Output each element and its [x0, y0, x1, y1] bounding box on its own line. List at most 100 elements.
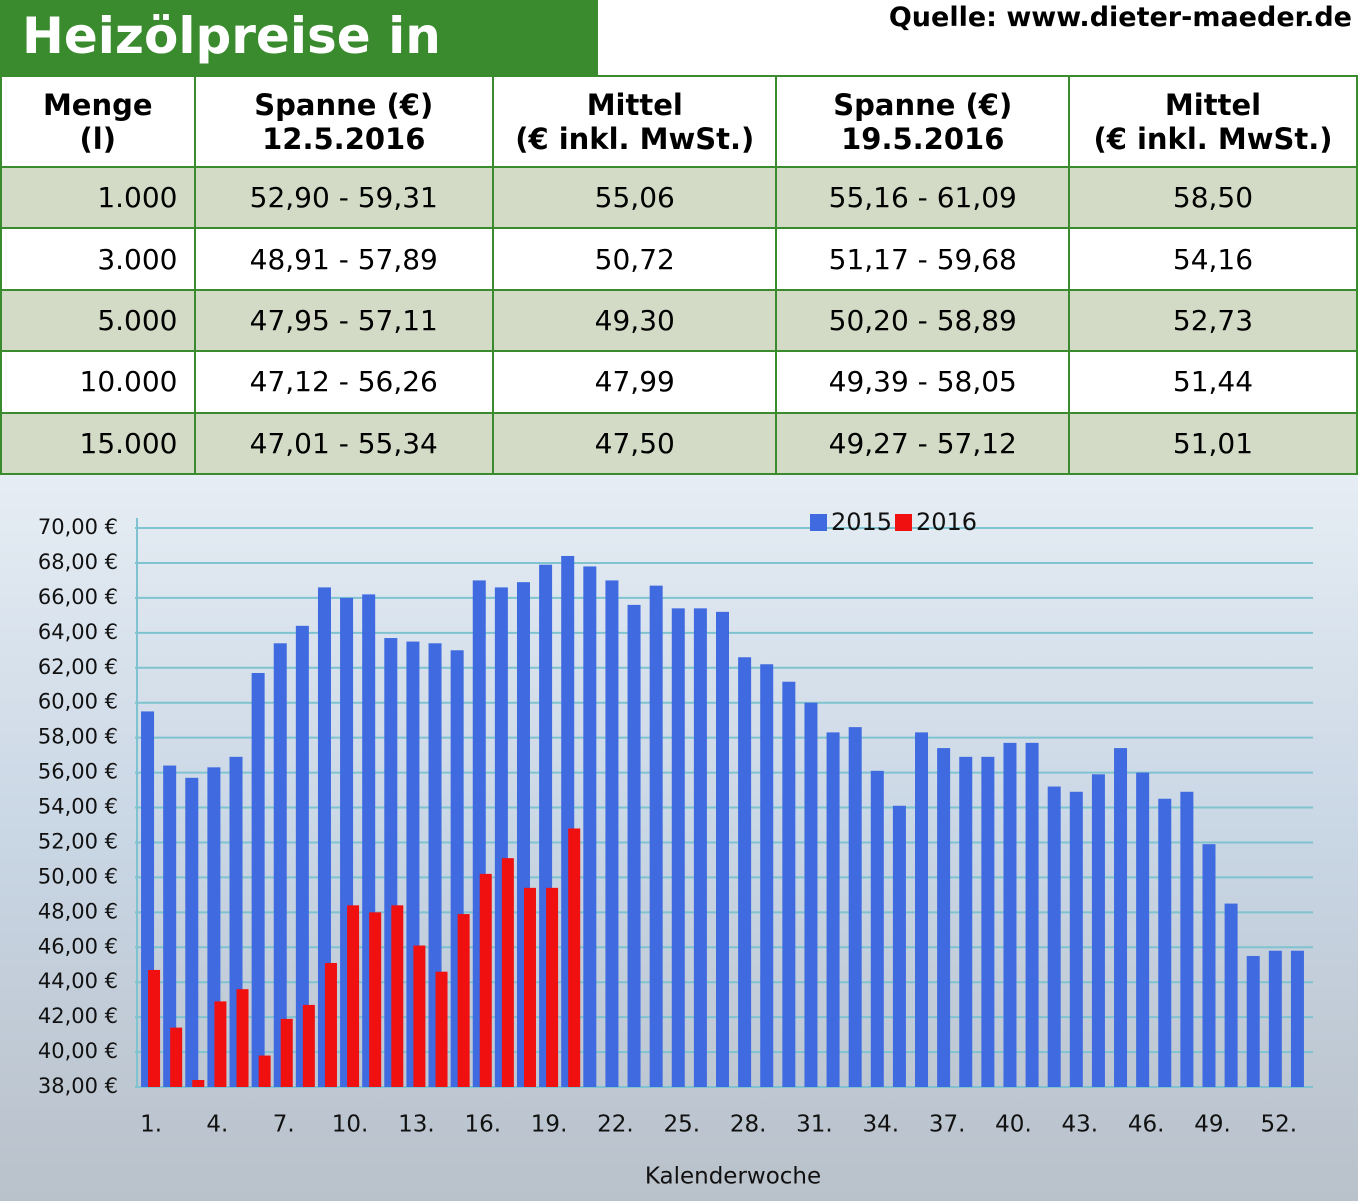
header-cell: Spanne (€) 19.5.2016 — [775, 75, 1070, 168]
bar — [457, 914, 470, 1087]
bar — [848, 727, 862, 1087]
x-tick-label: 37. — [929, 1112, 966, 1138]
x-tick-label: 43. — [1062, 1112, 1099, 1138]
bar — [369, 912, 382, 1087]
header-text: Mittel — [1164, 87, 1262, 122]
legend-label: 2016 — [916, 508, 977, 536]
bar — [1202, 844, 1216, 1087]
table-row: 3.000 48,91 - 57,89 50,72 51,17 - 59,68 54,1… — [0, 227, 1358, 291]
bar — [192, 1080, 205, 1087]
y-tick-label: 46,00 € — [38, 934, 118, 958]
bar — [1246, 955, 1260, 1087]
table-cell: 15.000 — [0, 411, 196, 476]
y-tick-label: 38,00 € — [38, 1074, 118, 1098]
bar — [273, 643, 287, 1087]
bar — [501, 858, 514, 1087]
bar — [627, 604, 641, 1087]
bar — [1091, 774, 1105, 1087]
header-cell: Menge (l) — [0, 75, 196, 168]
bar — [148, 969, 161, 1087]
bar — [324, 962, 337, 1087]
bar — [649, 585, 663, 1087]
bar — [1025, 742, 1039, 1087]
bar — [738, 657, 752, 1087]
x-tick-label: 25. — [663, 1112, 700, 1138]
bar — [1003, 742, 1017, 1087]
bar — [583, 566, 597, 1087]
bar — [693, 608, 707, 1087]
x-tick-label: 40. — [995, 1112, 1032, 1138]
y-tick-label: 64,00 € — [38, 620, 118, 644]
x-tick-label: 4. — [206, 1112, 228, 1138]
y-tick-label: 40,00 € — [38, 1039, 118, 1063]
table-cell: 55,06 — [492, 165, 778, 230]
header-text: (l) — [79, 121, 116, 156]
bar — [568, 828, 581, 1087]
price-table: Menge (l) Spanne (€) 12.5.2016 Mittel (€ inkl… — [0, 75, 1358, 476]
header-text: 19.5.2016 — [841, 121, 1005, 156]
x-tick-label: 1. — [140, 1112, 162, 1138]
header-text: Mittel — [586, 87, 683, 122]
y-tick-label: 60,00 € — [38, 690, 118, 714]
y-tick-label: 58,00 € — [38, 725, 118, 749]
bar — [185, 777, 199, 1087]
table-cell: 50,20 - 58,89 — [775, 288, 1070, 353]
bar — [826, 732, 840, 1087]
table-cell: 54,16 — [1068, 227, 1358, 291]
title: Heizölpreise in Berlin — [0, 0, 598, 137]
x-tick-label: 34. — [863, 1112, 900, 1138]
bar — [782, 681, 796, 1087]
table-row: 15.000 47,01 - 55,34 47,50 49,27 - 57,12 51,… — [0, 411, 1358, 476]
table-cell: 52,90 - 59,31 — [193, 165, 495, 230]
bar — [523, 887, 536, 1087]
bar — [1180, 791, 1194, 1087]
x-tick-label: 13. — [398, 1112, 435, 1138]
table-cell: 50,72 — [492, 227, 778, 291]
bar — [280, 1018, 293, 1087]
table-cell: 49,39 - 58,05 — [775, 350, 1070, 414]
table-row: 5.000 47,95 - 57,11 49,30 50,20 - 58,89 52,7… — [0, 288, 1358, 353]
table-cell: 47,99 — [492, 350, 778, 414]
y-tick-label: 66,00 € — [38, 585, 118, 609]
bar — [347, 905, 360, 1087]
header-text: (€ inkl. MwSt.) — [515, 121, 755, 156]
table-cell: 5.000 — [0, 288, 196, 353]
bar — [804, 702, 818, 1087]
bar — [915, 732, 929, 1087]
bar — [959, 756, 973, 1087]
table-cell: 49,30 — [492, 288, 778, 353]
bar — [413, 945, 426, 1087]
chart: 38,00 € 40,00 € 42,00 € 44,00 € 46,00 € 48,00… — [0, 475, 1358, 1201]
legend-swatch — [895, 514, 912, 531]
header-row: Menge (l) Spanne (€) 12.5.2016 Mittel (€ inkl… — [0, 75, 1358, 168]
table-cell: 55,16 - 61,09 — [775, 165, 1070, 230]
bar — [716, 611, 729, 1087]
bar — [295, 625, 309, 1087]
table-cell: 51,44 — [1068, 350, 1358, 414]
y-tick-label: 44,00 € — [38, 969, 118, 993]
table-cell: 51,17 - 59,68 — [775, 227, 1070, 291]
bar — [302, 1004, 315, 1087]
bar — [671, 608, 685, 1087]
y-tick-label: 50,00 € — [38, 864, 118, 888]
x-tick-label: 16. — [464, 1112, 501, 1138]
table-cell: 1.000 — [0, 165, 196, 230]
y-tick-label: 54,00 € — [38, 795, 118, 819]
bar — [479, 873, 492, 1087]
header-cell: Mittel (€ inkl. MwSt.) — [1068, 75, 1358, 168]
table-row: 1.000 52,90 - 59,31 55,06 55,16 - 61,09 58,5… — [0, 165, 1358, 230]
x-tick-label: 10. — [332, 1112, 369, 1138]
bar — [1290, 950, 1304, 1087]
bar — [892, 805, 906, 1087]
bar — [937, 748, 951, 1087]
legend-swatch — [810, 514, 827, 531]
bar — [546, 887, 559, 1087]
bar — [391, 905, 404, 1087]
bar — [251, 672, 265, 1087]
y-tick-label: 48,00 € — [38, 899, 118, 923]
x-tick-label: 52. — [1261, 1112, 1298, 1138]
bar — [605, 580, 619, 1087]
table-cell: 47,95 - 57,11 — [193, 288, 495, 353]
x-tick-label: 49. — [1194, 1112, 1231, 1138]
